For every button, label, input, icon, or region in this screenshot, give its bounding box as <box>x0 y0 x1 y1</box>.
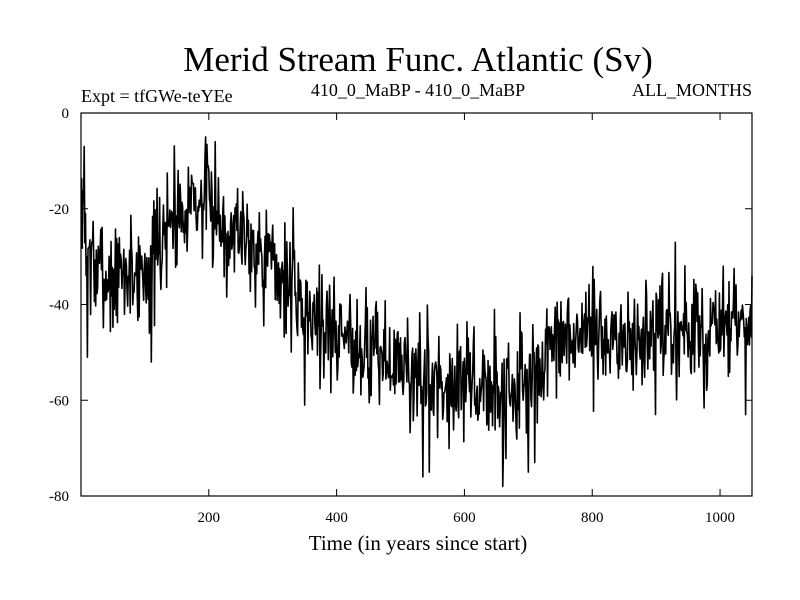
y-tick-label: -80 <box>49 489 69 505</box>
chart-subtitle-period: 410_0_MaBP - 410_0_MaBP <box>311 80 525 100</box>
x-axis: 200 400 600 800 1000 <box>198 113 735 526</box>
x-axis-label: Time (in years since start) <box>309 531 528 555</box>
x-tick-label: 600 <box>453 510 476 526</box>
x-tick-label: 1000 <box>705 510 735 526</box>
y-tick-label: -20 <box>49 202 69 218</box>
chart-subtitle-experiment: Expt = tfGWe-teYEe <box>81 86 233 106</box>
x-tick-label: 200 <box>198 510 221 526</box>
y-tick-label: -60 <box>49 393 69 409</box>
chart-subtitle-months: ALL_MONTHS <box>632 80 752 100</box>
plot-frame <box>80 112 753 497</box>
x-tick-label: 400 <box>325 510 348 526</box>
chart-title: Merid Stream Func. Atlantic (Sv) <box>183 40 653 79</box>
y-tick-label: -40 <box>49 298 69 314</box>
y-tick-label: 0 <box>62 106 70 122</box>
x-tick-label: 800 <box>581 510 604 526</box>
series-line <box>80 136 753 488</box>
